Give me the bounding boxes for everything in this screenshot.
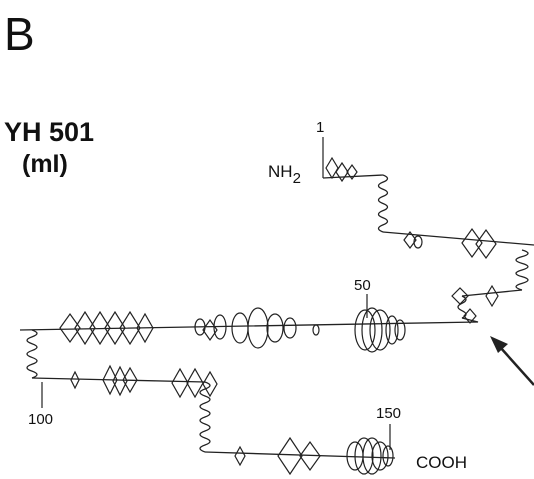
strand-diamond [326, 158, 338, 178]
strand-diamond [75, 312, 95, 344]
strand-diamond [476, 230, 496, 258]
protein-name: YH 501 [4, 117, 94, 147]
strand-diamond [235, 447, 245, 465]
page: {"panel_label": "B", "protein": {"name":… [0, 0, 534, 479]
strand-diamond [486, 286, 498, 306]
arrow-shaft [500, 347, 534, 385]
residue-label: 50 [354, 277, 371, 294]
n-terminus: NH2 [268, 162, 301, 187]
helix-turn [386, 316, 398, 344]
arrow-head [490, 336, 508, 353]
helix-turn [355, 438, 373, 474]
strand-diamond [60, 314, 80, 342]
strand-diamond [278, 438, 302, 474]
residue-label: 100 [28, 411, 53, 428]
backbone [462, 290, 522, 296]
backbone [379, 175, 388, 232]
helix-turn [232, 313, 248, 343]
helix-turn [248, 308, 268, 348]
strand-diamond [71, 372, 79, 388]
strand-diamond [462, 229, 482, 257]
strand-diamond [172, 369, 188, 397]
strand-diamond [203, 372, 217, 396]
mutant-label: (mI) [22, 150, 68, 178]
helix-turn [284, 318, 296, 338]
backbone [32, 378, 205, 382]
structure-trace [20, 158, 534, 474]
helix-turn [355, 310, 375, 350]
panel-label: B [4, 8, 35, 60]
residue-label: 1 [316, 119, 324, 136]
backbone [27, 330, 37, 378]
helix-turn [313, 325, 319, 335]
strand-diamond [113, 367, 127, 395]
c-terminus: COOH [416, 453, 467, 472]
helix-turn [267, 314, 283, 342]
strand-diamond [336, 163, 348, 181]
residue-label: 150 [376, 405, 401, 422]
figure-panel: B YH 501 (mI) 1 NH2 50 100 150 COOH [0, 0, 534, 479]
backbone [516, 250, 528, 290]
n-terminus-text: NH [268, 162, 293, 181]
n-terminus-sub: 2 [293, 170, 301, 187]
